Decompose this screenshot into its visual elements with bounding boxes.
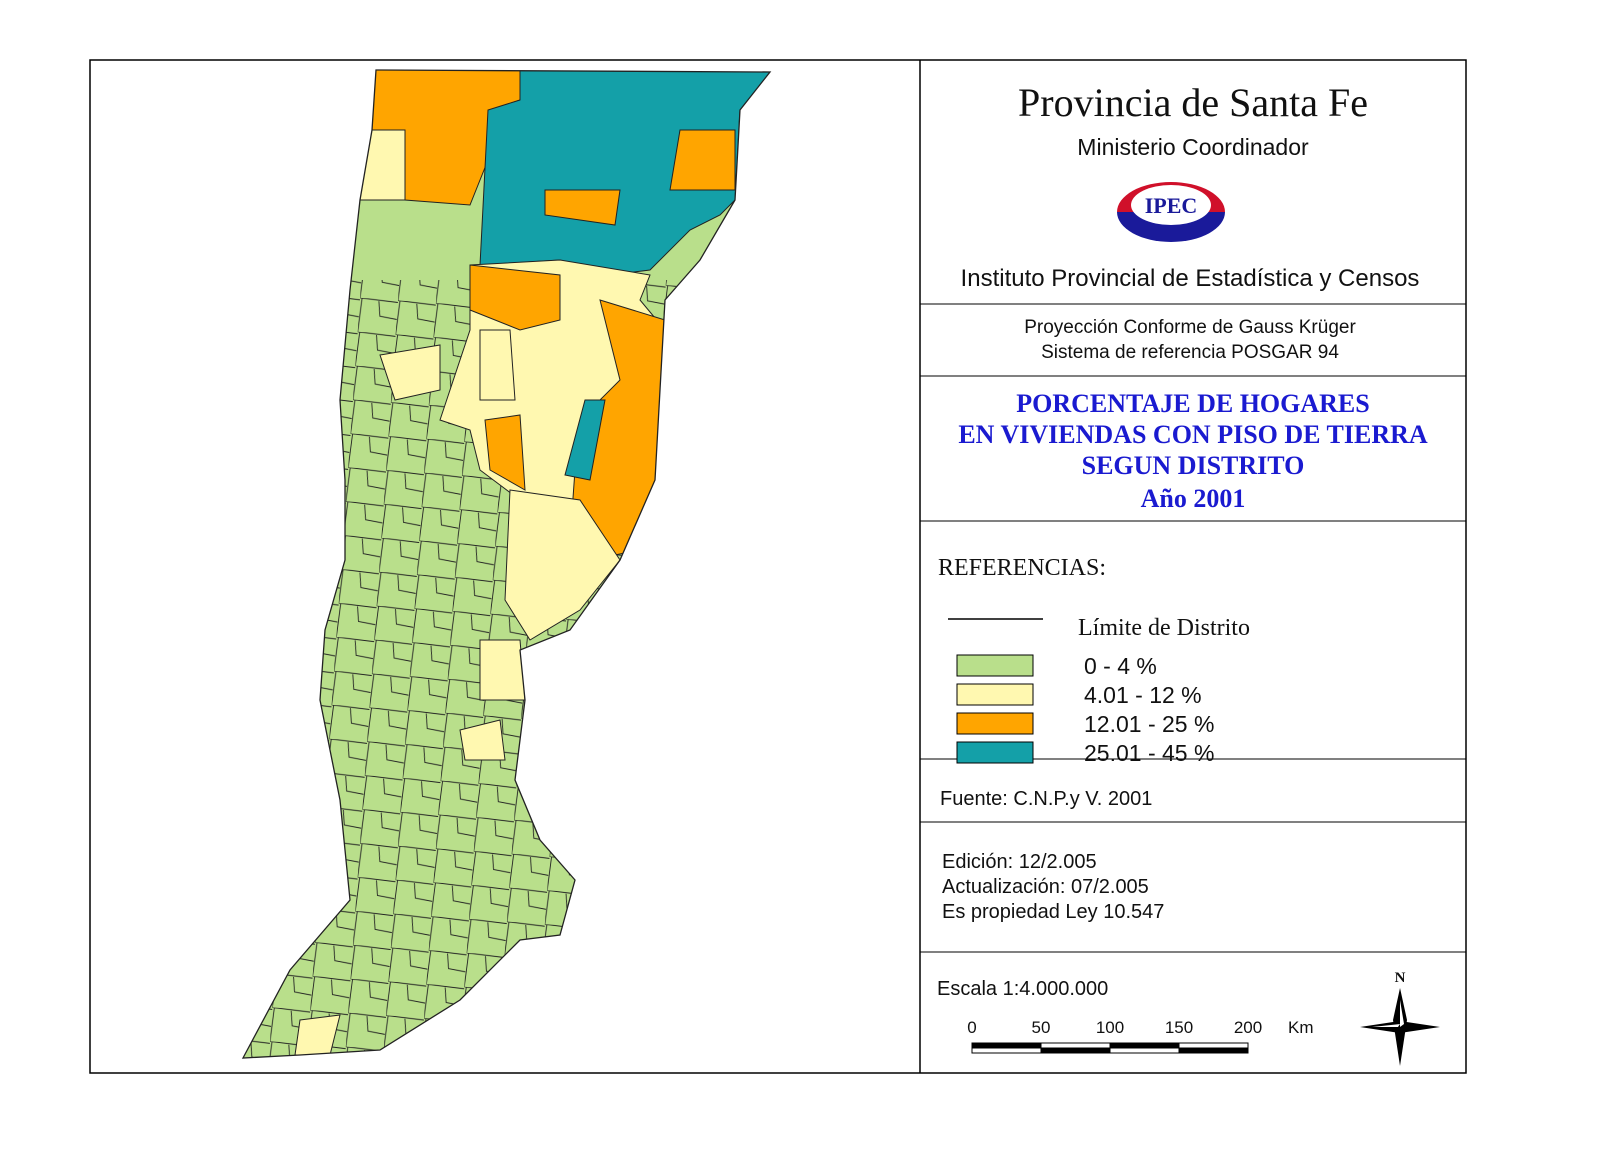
projection-line: Proyección Conforme de Gauss Krüger: [1024, 317, 1356, 338]
legend-swatch: [956, 654, 1034, 677]
province-map: [243, 70, 770, 1058]
scale-segment: [1178, 1047, 1249, 1054]
scale-segment: [1109, 1042, 1180, 1049]
map-title: EN VIVIENDAS CON PISO DE TIERRA: [958, 420, 1428, 449]
title: Provincia de Santa Fe: [1018, 80, 1368, 125]
legend-swatch: [956, 683, 1034, 706]
map-title: Año 2001: [1141, 484, 1246, 513]
edition-line: Edición: 12/2.005: [942, 851, 1097, 873]
scale-tick-label: 150: [1165, 1018, 1193, 1037]
north-label: N: [1395, 970, 1406, 986]
institute: Instituto Provincial de Estadística y Ce…: [961, 265, 1420, 292]
scale-segment: [1109, 1047, 1180, 1054]
logo-text: IPEC: [1145, 193, 1198, 218]
edition-line: Es propiedad Ley 10.547: [942, 901, 1164, 923]
province-outline: [241, 69, 772, 1059]
north-arrow: N: [1360, 970, 1440, 1066]
legend-swatch: [956, 712, 1034, 735]
scale-tick-label: 100: [1096, 1018, 1124, 1037]
scale-segment: [971, 1047, 1042, 1054]
projection-line: Sistema de referencia POSGAR 94: [1041, 342, 1339, 363]
edition-line: Actualización: 07/2.005: [942, 876, 1149, 898]
legend-boundary: Límite de Distrito: [1078, 615, 1250, 641]
legend: 0 - 4 % 4.01 - 12 % 12.01 - 25 % 25.01 - 45…: [956, 653, 1214, 766]
scale-segment: [1040, 1042, 1111, 1049]
legend-heading: REFERENCIAS:: [938, 555, 1106, 581]
legend-label: 12.01 - 25 %: [1084, 711, 1214, 737]
legend-label: 4.01 - 12 %: [1084, 682, 1202, 708]
scale-bar: 0 50 100 150 200 Km: [967, 1018, 1314, 1054]
legend-label: 0 - 4 %: [1084, 653, 1157, 679]
frame: [89, 59, 1467, 1074]
scale-segment: [1040, 1047, 1111, 1054]
legend-label: 25.01 - 45 %: [1084, 740, 1214, 766]
scale-segment: [971, 1042, 1042, 1049]
source: Fuente: C.N.P.y V. 2001: [940, 788, 1152, 810]
map-title: SEGUN DISTRITO: [1082, 451, 1305, 480]
scale-segment: [1178, 1042, 1249, 1049]
scale-unit: Km: [1288, 1018, 1314, 1037]
map-title: PORCENTAJE DE HOGARES: [1016, 389, 1369, 418]
legend-swatch: [956, 741, 1034, 764]
logo: IPEC: [1117, 182, 1225, 242]
subtitle: Ministerio Coordinador: [1077, 134, 1309, 160]
scale-tick-label: 50: [1032, 1018, 1051, 1037]
scale-label: Escala 1:4.000.000: [937, 978, 1108, 1000]
scale-tick-label: 0: [967, 1018, 976, 1037]
scale-tick-label: 200: [1234, 1018, 1262, 1037]
